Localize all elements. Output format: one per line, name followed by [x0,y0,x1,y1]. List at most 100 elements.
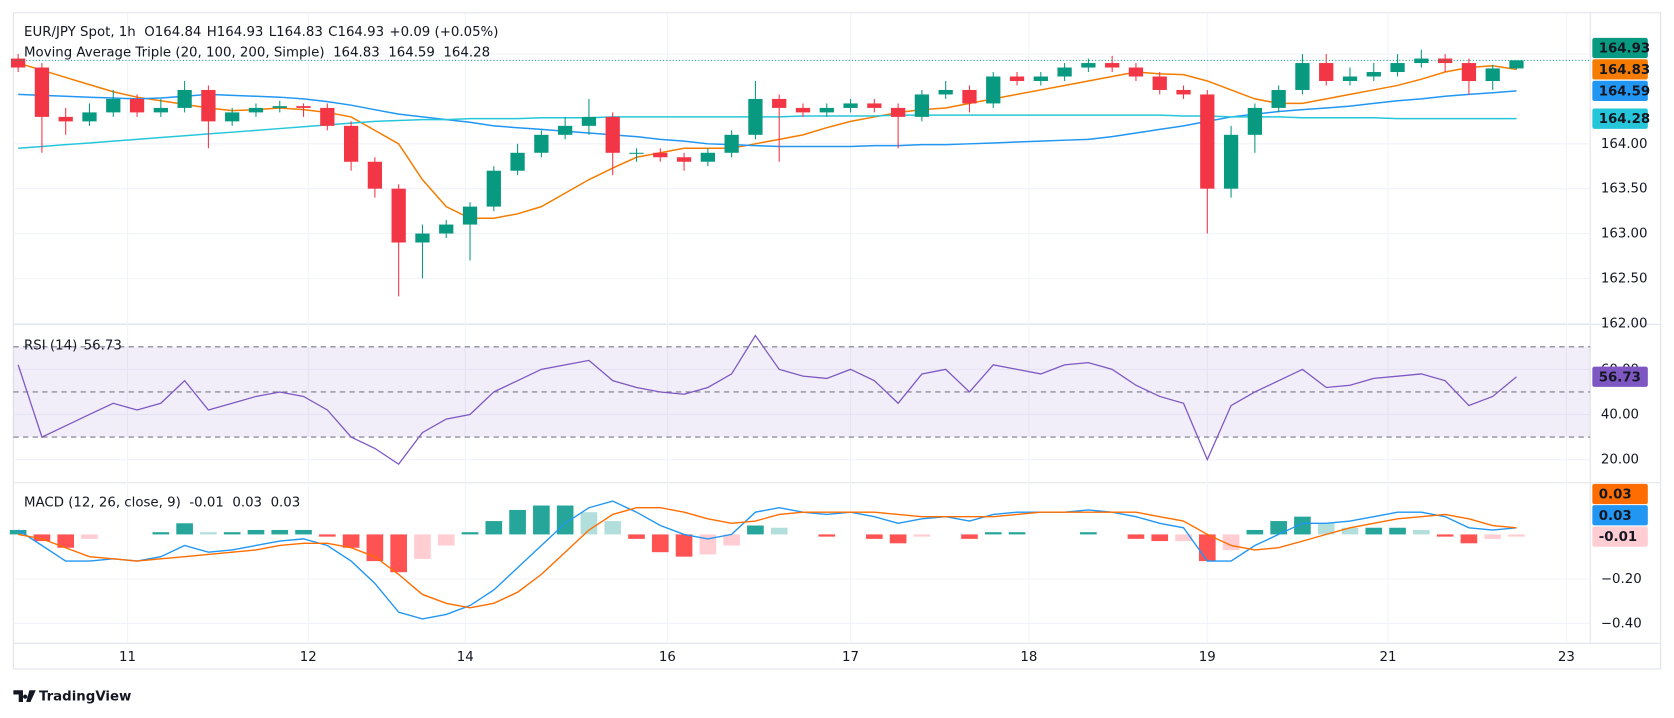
y-tick-label: 20.00 [1601,453,1639,468]
candle-body [106,98,121,113]
histogram-bar [223,532,241,535]
candle-body [1247,107,1262,135]
ohlc-value: 164.93 [217,25,264,40]
candle-body [177,89,192,108]
histogram-bar [1508,534,1525,537]
price-badge [1592,59,1648,80]
x-tick-label: 17 [842,650,859,665]
signal-line [18,507,1517,609]
price-badge [1592,505,1648,526]
candle-body [1461,63,1477,81]
histogram-bar [461,532,479,535]
histogram-bar [533,505,550,535]
candle-body [962,89,977,104]
rsi-title: RSI (14) [24,339,77,354]
histogram-bar [1246,529,1264,535]
ohlc-value: 164.83 [276,25,323,40]
histogram-bar [866,534,883,539]
histogram-bar [176,523,193,535]
candle-body [272,106,287,108]
histogram-bar [509,509,526,535]
macd-title: MACD (12, 26, close, 9) [24,495,181,510]
price-badge [1592,108,1648,129]
candle-body [1271,89,1286,108]
candle-body [201,89,216,122]
candle-body [343,125,359,162]
price-badge-label: 164.83 [1599,63,1650,78]
moving-average-line [18,114,1517,150]
ohlc-label: O [144,25,155,40]
histogram-bar [984,532,1002,535]
candle-body [1437,58,1453,64]
candle-body [819,107,834,113]
ma-value: 164.28 [443,45,490,60]
frame [12,12,1662,670]
histogram-bar [1294,516,1311,535]
y-tick-label: 162.00 [1601,316,1648,331]
ohlc-value: 164.93 [337,25,384,40]
candle-body [938,89,953,95]
histogram-bar [1198,534,1216,562]
y-tick-label: 163.50 [1601,182,1648,197]
x-tick-label: 16 [659,650,676,665]
candle-body [605,116,620,153]
histogram-bar [628,534,645,539]
x-tick-label: 21 [1380,650,1397,665]
candle-body [439,224,454,234]
x-tick-label: 11 [119,650,136,665]
price-badge-label: 164.93 [1599,42,1650,57]
candle-body [986,76,1001,104]
candle-body [1033,76,1048,81]
y-tick-label: 164.00 [1601,137,1648,152]
histogram-bar [1270,521,1287,535]
y-tick-label: −0.20 [1601,572,1642,587]
candle-body [890,107,906,117]
candle-body [1223,134,1239,189]
candle-body [129,98,145,113]
candle-body [1319,63,1334,81]
histogram-bar [57,534,75,548]
price-badge-label: 56.73 [1599,370,1641,385]
histogram-bar [1413,529,1430,535]
histogram-bar [247,529,265,535]
histogram-bar [81,534,98,539]
price-badge-label: 0.03 [1599,487,1632,502]
candle-body [486,170,501,207]
candle-body [724,134,739,153]
histogram-bar [699,534,717,555]
price-badge [1592,80,1648,102]
price-badge [1592,526,1648,547]
y-tick-label: 162.50 [1601,271,1648,286]
x-tick-label: 23 [1558,650,1575,665]
candle-body [1390,63,1405,73]
histogram-bar [1389,527,1406,535]
price-badge-label: 0.03 [1599,509,1632,524]
price-badge-label: 164.28 [1599,112,1650,127]
rsi-line [17,334,1517,466]
candle-body [1105,63,1120,68]
macd-line [17,500,1517,620]
histogram-bar [770,527,788,535]
ohlc-label: C [328,25,337,40]
histogram-bar [913,534,931,537]
y-tick-label: 163.00 [1601,227,1648,242]
ohlc-value: 164.84 [155,25,202,40]
ma-value: 164.83 [333,45,380,60]
histogram-bar [1151,534,1169,542]
candle-body [248,107,264,113]
histogram-bar [1317,523,1335,535]
candle-body [11,58,26,68]
histogram-value: -0.01 [189,495,224,510]
histogram-bar [295,529,312,535]
y-tick-label: −0.40 [1601,616,1642,631]
candle-body [795,107,811,113]
moving-average-line [17,62,1517,220]
x-tick-label: 18 [1020,650,1037,665]
candle-body [391,188,406,243]
histogram-bar [818,534,836,537]
signal-value: 0.03 [271,495,301,510]
candle-body [914,94,930,117]
histogram-bar [414,534,431,559]
